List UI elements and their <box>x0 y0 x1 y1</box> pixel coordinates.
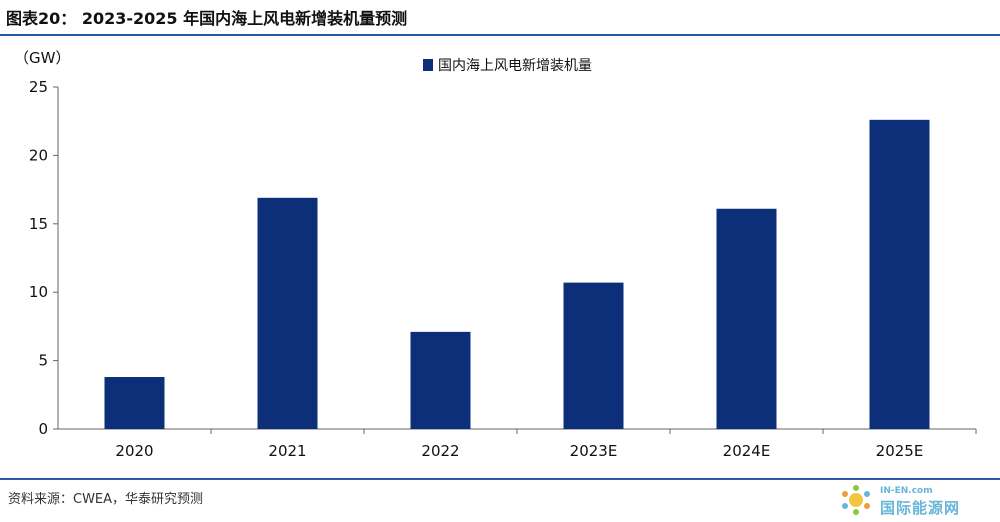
bar-2024E <box>716 208 777 429</box>
source-note: 资料来源：CWEA，华泰研究预测 <box>8 492 204 507</box>
y-axis: 0 5 10 15 20 25 <box>29 78 976 438</box>
x-tick-label: 2023E <box>570 442 618 460</box>
x-tick-label: 2020 <box>115 442 153 460</box>
legend-label: 国内海上风电新增装机量 <box>438 58 592 74</box>
watermark-big-text: 国际能源网 <box>880 499 961 517</box>
bar-2023E <box>563 282 624 429</box>
bar-2020 <box>104 377 165 429</box>
watermark-logo: IN-EN.com 国际能源网 <box>840 484 990 517</box>
x-tick-label: 2022 <box>421 442 459 460</box>
y-tick-label: 25 <box>29 78 48 96</box>
y-tick-label: 0 <box>38 420 48 438</box>
figure-title: 图表20： 2023-2025 年国内海上风电新增装机量预测 <box>6 9 408 28</box>
figure-footer: 资料来源：CWEA，华泰研究预测 IN-EN.com 国际能源网 <box>0 478 1000 522</box>
y-tick-label: 10 <box>29 283 48 301</box>
x-tick-label: 2024E <box>723 442 771 460</box>
legend-swatch <box>423 59 433 71</box>
bar-2021 <box>257 197 318 429</box>
sun-logo-icon <box>842 485 870 515</box>
x-tick-label: 2025E <box>876 442 924 460</box>
y-axis-title-group: （GW） <box>14 49 70 67</box>
bar-2025E <box>869 119 930 429</box>
y-axis-title: （GW） <box>14 49 70 67</box>
bars <box>104 119 930 429</box>
x-tick-label: 2021 <box>268 442 306 460</box>
bar-chart: （GW） 国内海上风电新增装机量 0 5 10 15 20 25 2020 2021 2022… <box>14 49 977 460</box>
figure-header: 图表20： 2023-2025 年国内海上风电新增装机量预测 <box>0 0 1000 36</box>
y-tick-label: 15 <box>29 215 48 233</box>
y-tick-label: 20 <box>29 146 48 164</box>
legend: 国内海上风电新增装机量 <box>423 58 592 74</box>
x-axis: 2020 2021 2022 2023E 2024E 2025E <box>115 429 977 460</box>
y-tick-label: 5 <box>38 352 48 370</box>
watermark-small-text: IN-EN.com <box>880 486 933 496</box>
bar-2022 <box>410 331 471 429</box>
